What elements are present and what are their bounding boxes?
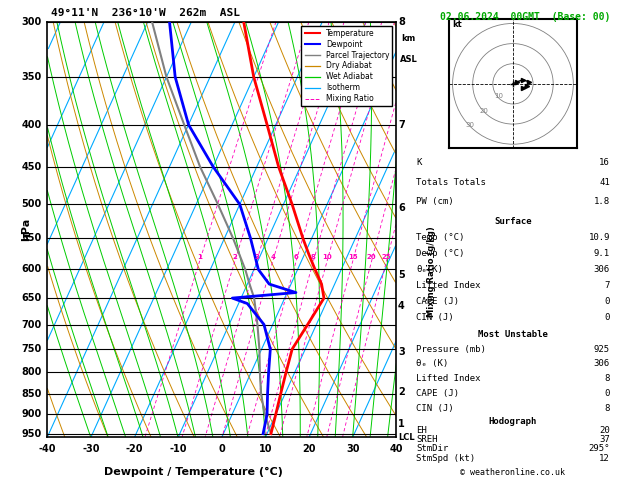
Text: θₑ (K): θₑ (K): [416, 360, 448, 368]
Text: 4: 4: [398, 301, 405, 311]
Text: 25: 25: [382, 255, 391, 260]
Text: -20: -20: [126, 444, 143, 454]
Text: 0: 0: [218, 444, 225, 454]
Text: Mixing Ratio (g/kg): Mixing Ratio (g/kg): [426, 226, 436, 316]
Legend: Temperature, Dewpoint, Parcel Trajectory, Dry Adiabat, Wet Adiabat, Isotherm, Mi: Temperature, Dewpoint, Parcel Trajectory…: [301, 26, 392, 106]
Text: 800: 800: [21, 367, 42, 377]
Text: StmDir: StmDir: [416, 445, 448, 453]
Text: 1: 1: [398, 419, 405, 429]
Text: -10: -10: [169, 444, 187, 454]
Text: 10.9: 10.9: [588, 233, 610, 243]
Text: 850: 850: [21, 389, 42, 399]
Text: 600: 600: [21, 264, 42, 275]
Text: 6: 6: [294, 255, 299, 260]
Text: 10: 10: [259, 444, 272, 454]
Text: 300: 300: [21, 17, 42, 27]
Text: StmSpd (kt): StmSpd (kt): [416, 453, 475, 463]
Text: K: K: [416, 158, 421, 167]
Text: 295°: 295°: [588, 445, 610, 453]
Text: Temp (°C): Temp (°C): [416, 233, 464, 243]
Text: 0: 0: [604, 389, 610, 398]
Text: Pressure (mb): Pressure (mb): [416, 345, 486, 354]
Text: CIN (J): CIN (J): [416, 313, 454, 322]
Text: CIN (J): CIN (J): [416, 404, 454, 413]
Text: 37: 37: [599, 435, 610, 444]
Text: 3: 3: [398, 347, 405, 357]
Text: 3: 3: [255, 255, 259, 260]
Text: 8: 8: [311, 255, 316, 260]
Text: CAPE (J): CAPE (J): [416, 297, 459, 306]
Text: 41: 41: [599, 178, 610, 187]
Text: Surface: Surface: [494, 217, 532, 226]
Text: 1.8: 1.8: [594, 197, 610, 206]
Text: Totals Totals: Totals Totals: [416, 178, 486, 187]
Text: 5: 5: [398, 270, 405, 280]
Text: 9.1: 9.1: [594, 249, 610, 258]
Text: 2: 2: [398, 387, 405, 397]
Text: 2: 2: [233, 255, 238, 260]
Text: Lifted Index: Lifted Index: [416, 281, 481, 290]
Text: 12: 12: [599, 453, 610, 463]
Text: 8: 8: [604, 374, 610, 383]
Text: 7: 7: [604, 281, 610, 290]
Text: 10: 10: [494, 93, 503, 99]
Text: Hodograph: Hodograph: [489, 417, 537, 426]
Text: -40: -40: [38, 444, 56, 454]
Text: PW (cm): PW (cm): [416, 197, 454, 206]
Text: Dewpoint / Temperature (°C): Dewpoint / Temperature (°C): [104, 467, 283, 477]
Text: 15: 15: [348, 255, 358, 260]
Text: 30: 30: [346, 444, 359, 454]
Text: 7: 7: [398, 120, 405, 130]
Text: 750: 750: [21, 344, 42, 354]
Text: -30: -30: [82, 444, 99, 454]
Text: 02.06.2024  00GMT  (Base: 00): 02.06.2024 00GMT (Base: 00): [440, 12, 610, 22]
Text: 0: 0: [604, 297, 610, 306]
Text: 20: 20: [303, 444, 316, 454]
Text: EH: EH: [416, 426, 426, 435]
Text: CAPE (J): CAPE (J): [416, 389, 459, 398]
Text: 500: 500: [21, 199, 42, 209]
Text: km: km: [401, 35, 416, 43]
Text: 1: 1: [198, 255, 203, 260]
Text: 950: 950: [21, 429, 42, 439]
Text: Dewp (°C): Dewp (°C): [416, 249, 464, 258]
Text: 8: 8: [604, 404, 610, 413]
Text: 306: 306: [594, 265, 610, 274]
Text: 10: 10: [323, 255, 332, 260]
Text: 306: 306: [594, 360, 610, 368]
Text: 20: 20: [599, 426, 610, 435]
Text: 49°11'N  236°10'W  262m  ASL: 49°11'N 236°10'W 262m ASL: [51, 8, 240, 17]
Text: hPa: hPa: [21, 218, 31, 241]
Text: 6: 6: [398, 203, 405, 213]
Text: 925: 925: [594, 345, 610, 354]
Text: 700: 700: [21, 320, 42, 330]
Text: 20: 20: [479, 108, 488, 114]
Text: 0: 0: [604, 313, 610, 322]
Text: 550: 550: [21, 233, 42, 243]
Text: 350: 350: [21, 72, 42, 82]
Text: SREH: SREH: [416, 435, 438, 444]
Text: Lifted Index: Lifted Index: [416, 374, 481, 383]
Text: © weatheronline.co.uk: © weatheronline.co.uk: [460, 468, 565, 477]
Text: 20: 20: [367, 255, 377, 260]
Text: 4: 4: [270, 255, 276, 260]
Text: LCL: LCL: [398, 433, 415, 442]
Text: 16: 16: [599, 158, 610, 167]
Text: 450: 450: [21, 162, 42, 172]
Text: 650: 650: [21, 293, 42, 303]
Text: 8: 8: [398, 17, 405, 27]
Text: 400: 400: [21, 120, 42, 130]
Text: kt: kt: [453, 20, 462, 30]
Text: θₑ(K): θₑ(K): [416, 265, 443, 274]
Text: 30: 30: [465, 122, 474, 128]
Text: 40: 40: [389, 444, 403, 454]
Text: ASL: ASL: [399, 55, 418, 64]
Text: 900: 900: [21, 409, 42, 419]
Text: Most Unstable: Most Unstable: [478, 330, 548, 339]
